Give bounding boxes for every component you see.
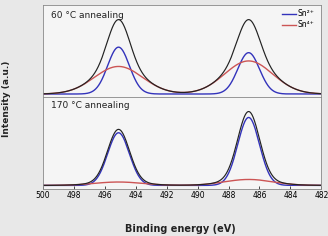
Text: Binding energy (eV): Binding energy (eV) <box>125 224 236 234</box>
Legend: Sn²⁺, Sn⁴⁺: Sn²⁺, Sn⁴⁺ <box>279 6 318 32</box>
Text: Intensity (a.u.): Intensity (a.u.) <box>2 61 11 137</box>
Text: 170 °C annealing: 170 °C annealing <box>51 101 130 110</box>
Text: 60 °C annealing: 60 °C annealing <box>51 11 124 20</box>
